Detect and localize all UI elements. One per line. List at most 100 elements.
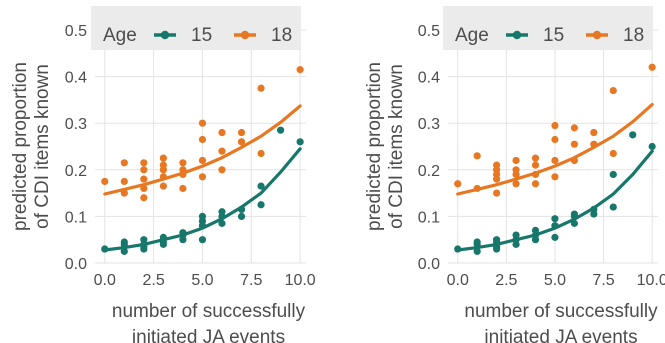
- y-tick-label: 0.5: [65, 23, 87, 40]
- data-point-18: [237, 128, 246, 137]
- data-point-18: [159, 154, 167, 162]
- data-point-18: [120, 159, 128, 167]
- y-tick-label: 0.0: [65, 256, 87, 273]
- data-point-18: [218, 147, 226, 155]
- y-axis-label-line: of CDI items known: [32, 64, 53, 229]
- data-point-15: [198, 212, 207, 220]
- data-point-15: [179, 229, 187, 237]
- data-point-15: [277, 126, 285, 134]
- data-point-15: [629, 131, 637, 139]
- legend-key-point-15: [512, 30, 522, 40]
- y-tick-label: 0.4: [418, 70, 440, 87]
- x-tick-label: 5.0: [544, 272, 566, 289]
- data-point-18: [198, 119, 207, 127]
- legend-key-point-18: [592, 30, 602, 40]
- x-axis-label: number of successfully: [464, 301, 658, 322]
- data-point-15: [454, 245, 462, 253]
- data-point-18: [493, 189, 501, 197]
- data-point-18: [512, 180, 520, 188]
- legend-label-15: 15: [191, 25, 212, 46]
- data-point-18: [531, 170, 540, 179]
- x-axis-label: initiated JA events: [484, 327, 637, 343]
- chart-panel-1: 0.0 0.1 0.2 0.3 0.4 0.5 0.0 2.5 5.0 7.5 10.0 predic…: [10, 6, 316, 343]
- y-tick-label: 0.2: [418, 163, 440, 180]
- data-point-15: [473, 238, 481, 246]
- data-point-15: [512, 231, 520, 239]
- data-point-15: [609, 203, 617, 211]
- data-point-18: [198, 156, 207, 165]
- y-tick-label: 0.4: [65, 70, 87, 87]
- data-point-18: [120, 177, 128, 186]
- y-axis-label-line: predicted proportion: [364, 62, 385, 231]
- data-point-18: [179, 159, 187, 167]
- data-point-18: [120, 189, 128, 197]
- data-point-18: [609, 86, 617, 95]
- data-point-15: [237, 212, 246, 220]
- data-point-18: [257, 84, 265, 92]
- data-point-18: [648, 63, 656, 71]
- data-point-15: [237, 205, 246, 214]
- data-point-15: [140, 236, 148, 244]
- data-point-18: [159, 161, 167, 169]
- x-tick-label: 10.0: [637, 272, 665, 289]
- x-tick-label: 7.5: [240, 272, 262, 289]
- y-tick-label: 0.2: [65, 163, 87, 180]
- data-point-15: [531, 226, 540, 234]
- data-point-15: [159, 233, 167, 241]
- data-point-18: [551, 156, 559, 165]
- y-tick-label: 0.1: [65, 209, 87, 226]
- data-point-15: [551, 222, 559, 230]
- y-tick-label: 0.1: [418, 209, 440, 226]
- x-axis-label: number of successfully: [112, 301, 306, 322]
- data-point-18: [159, 173, 167, 181]
- x-tick-label: 2.5: [142, 272, 164, 289]
- data-point-18: [140, 175, 148, 183]
- legend-key-point-18: [240, 30, 250, 40]
- data-point-18: [493, 161, 501, 169]
- x-tick-label: 5.0: [191, 272, 213, 289]
- data-point-15: [570, 210, 578, 218]
- x-tick-label: 10.0: [285, 272, 316, 289]
- data-point-15: [120, 247, 128, 255]
- data-point-18: [296, 66, 304, 74]
- data-point-18: [473, 184, 481, 193]
- y-tick-label: 0.3: [418, 116, 440, 133]
- y-axis-label: predicted proportionof CDI items known: [10, 62, 53, 231]
- data-point-18: [140, 184, 148, 193]
- data-point-15: [198, 236, 207, 244]
- data-point-18: [237, 138, 246, 146]
- data-point-18: [590, 128, 598, 137]
- data-point-18: [473, 152, 481, 160]
- data-point-18: [218, 128, 226, 137]
- y-tick-label: 0.3: [65, 116, 87, 133]
- data-point-15: [257, 201, 265, 209]
- legend-label-18: 18: [623, 25, 644, 46]
- data-point-15: [551, 215, 559, 223]
- data-point-18: [570, 124, 578, 132]
- data-point-18: [179, 166, 187, 174]
- data-point-15: [218, 219, 226, 227]
- data-point-18: [512, 166, 520, 174]
- data-point-15: [493, 236, 501, 244]
- legend: Age 15 18: [443, 6, 653, 50]
- y-axis-label: predicted proportionof CDI items known: [364, 62, 407, 231]
- chart-panel-2: 0.0 0.1 0.2 0.3 0.4 0.5 0.0 2.5 5.0 7.5 10.0 predic…: [364, 6, 665, 343]
- data-point-18: [570, 156, 578, 165]
- data-point-15: [570, 219, 578, 227]
- data-point-18: [257, 149, 265, 158]
- data-point-18: [512, 156, 520, 165]
- data-point-15: [648, 142, 656, 151]
- data-point-15: [296, 138, 304, 146]
- data-point-15: [590, 205, 598, 214]
- data-point-15: [473, 247, 481, 255]
- legend-key-point-15: [160, 30, 170, 40]
- y-tick-label: 0.0: [418, 256, 440, 273]
- data-point-18: [531, 161, 540, 169]
- data-point-15: [257, 182, 265, 190]
- x-tick-label: 7.5: [592, 272, 614, 289]
- data-point-15: [551, 233, 559, 241]
- data-point-18: [570, 140, 578, 148]
- data-point-18: [140, 194, 148, 202]
- data-point-18: [198, 173, 207, 181]
- data-point-18: [551, 121, 559, 130]
